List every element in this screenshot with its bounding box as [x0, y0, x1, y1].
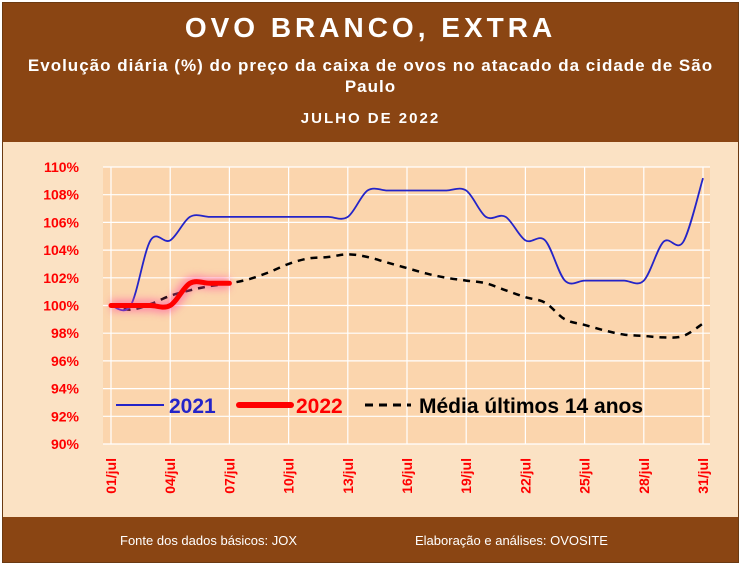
y-tick-label: 90% [51, 436, 80, 452]
x-tick-label: 13/jul [340, 458, 356, 494]
x-tick-label: 22/jul [517, 458, 533, 494]
credits-note: Elaboração e análises: OVOSITE [415, 533, 608, 548]
y-tick-label: 108% [43, 187, 79, 203]
y-tick-label: 98% [51, 325, 80, 341]
line-chart: 90%92%94%96%98%100%102%104%106%108%110% … [3, 142, 738, 514]
y-tick-label: 106% [43, 214, 79, 230]
x-tick-label: 25/jul [577, 458, 593, 494]
legend-label-2022: 2022 [296, 395, 343, 418]
chart-title: OVO BRANCO, EXTRA [3, 12, 738, 44]
y-tick-label: 104% [43, 242, 79, 258]
source-note: Fonte dos dados básicos: JOX [120, 533, 297, 548]
chart-subtitle: Evolução diária (%) do preço da caixa de… [13, 55, 728, 97]
x-tick-label: 19/jul [458, 458, 474, 494]
legend-label-2021: 2021 [169, 395, 216, 418]
footer-banner: Fonte dos dados básicos: JOX Elaboração … [3, 517, 738, 562]
x-tick-label: 07/jul [221, 458, 237, 494]
y-tick-label: 92% [51, 408, 80, 424]
y-tick-label: 110% [44, 159, 80, 175]
y-tick-label: 96% [51, 353, 80, 369]
x-tick-label: 16/jul [399, 458, 415, 494]
x-tick-label: 10/jul [281, 458, 297, 494]
x-tick-label: 01/jul [103, 458, 119, 494]
x-tick-label: 04/jul [162, 458, 178, 494]
chart-period: JULHO DE 2022 [3, 110, 738, 127]
x-tick-label: 31/jul [695, 458, 711, 494]
y-tick-label: 102% [43, 270, 79, 286]
chart-area: 90% 92% 94% 96% 98% 100% 102% 104% 106% 108% 110% … [3, 142, 738, 514]
header-banner: OVO BRANCO, EXTRA Evolução diária (%) do… [3, 3, 738, 142]
y-tick-label: 100% [43, 298, 79, 314]
y-tick-label: 94% [51, 381, 80, 397]
x-tick-label: 28/jul [636, 458, 652, 494]
legend-label-media: Média últimos 14 anos [419, 395, 643, 418]
